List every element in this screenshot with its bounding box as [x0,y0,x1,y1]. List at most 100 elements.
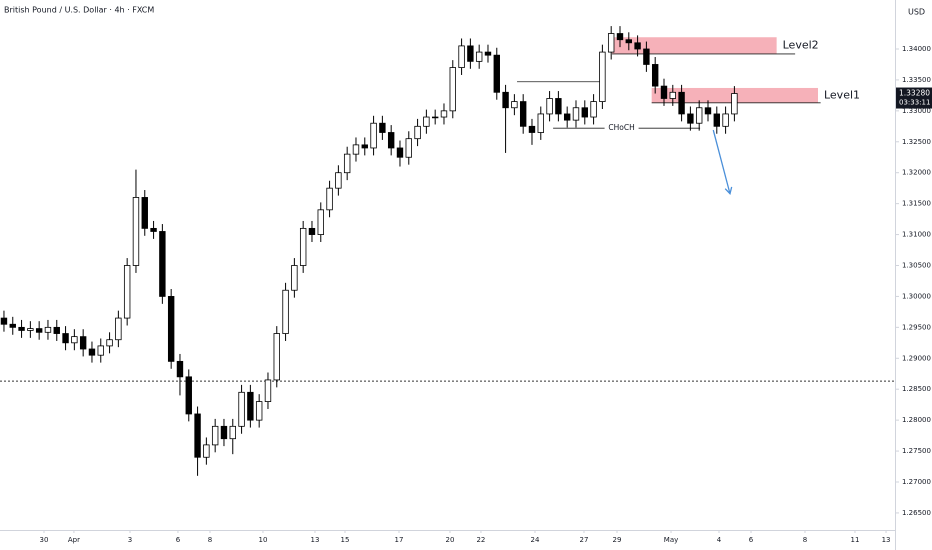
candle-body [264,379,272,402]
x-tick-label: 20 [446,536,455,544]
x-tick-label: 13 [882,536,891,544]
label-background [604,123,639,134]
candle-body [335,172,342,189]
candle-body [414,125,421,140]
candle-body [53,326,60,334]
candle-body [555,98,562,115]
currency-label: USD [908,8,925,17]
candle-body [44,326,52,333]
candle-body [229,425,236,440]
y-tick-label: 1.27000 [902,478,931,486]
candle-body [423,116,430,127]
candle-body [687,113,694,124]
candle-body [220,425,228,440]
candle-body [9,323,16,328]
y-tick-label: 1.27500 [902,447,931,455]
candle-body [546,98,553,115]
candle-body [660,85,668,99]
y-tick-label: 1.30000 [902,292,931,300]
y-tick-label: 1.32500 [902,138,931,146]
x-tick-label: 13 [311,536,320,544]
candle-body [150,227,157,232]
x-tick-label: 4 [717,536,722,544]
last-price-label: 1.33280 [899,89,930,98]
zone-label: Level2 [783,39,819,52]
candle-body [352,144,360,155]
candle-body [273,333,280,381]
candle-body [238,391,245,427]
candle-body [255,401,263,421]
y-tick-label: 1.32000 [902,169,931,177]
y-tick-label: 1.26500 [902,509,931,517]
candle-body [634,42,641,50]
x-tick-label: 29 [613,536,622,544]
candle-body [132,197,140,266]
candle-body [361,144,368,149]
candle-body [678,91,685,115]
arrow [712,129,731,194]
x-tick-label: Apr [68,536,80,544]
candle-body [97,345,104,356]
candle-body [484,51,492,56]
candle-body [625,39,632,44]
candle-body [282,289,289,334]
zone [612,37,777,54]
candle-body [493,54,500,93]
y-tick-label: 1.33500 [902,76,931,84]
candle-body [176,360,184,378]
x-tick-label: 15 [341,536,350,544]
candle-body [370,122,377,149]
candle-body [123,265,131,319]
candle-body [27,328,34,331]
y-tick-label: 1.31000 [902,231,931,239]
candle-body [519,101,527,127]
y-tick-label: 1.29500 [902,323,931,331]
candle-body [291,265,298,291]
candle-body [643,48,650,65]
chart-title: British Pound / U.S. Dollar · 4h · FXCM [4,6,154,15]
candle-body [581,107,588,118]
last-price-box [896,87,932,109]
y-tick-label: 1.28500 [902,385,931,393]
candle-body [695,107,703,124]
structure-label: CHoCH [608,123,634,132]
candle-body [449,67,456,112]
candle-body [528,125,536,133]
candle-body [616,33,624,41]
candle-body [211,425,219,446]
y-tick-label: 1.34000 [902,45,931,53]
candle-body [35,328,43,333]
candle-body [475,51,483,62]
countdown-label: 03:33:11 [899,99,930,107]
x-tick-label: 24 [531,536,540,544]
candle-body [185,376,192,415]
x-tick-label: 6 [176,536,181,544]
candle-body [537,113,544,133]
candle-body [467,45,474,62]
candle-body [440,110,448,118]
candle-body [79,336,87,350]
x-tick-label: 22 [476,536,485,544]
candle-body [458,45,465,68]
candle-body [713,113,720,127]
candle-body [669,91,676,99]
candle-body [343,153,351,174]
candle-body [167,296,175,362]
y-tick-label: 1.28000 [902,416,931,424]
candle-body [511,101,518,109]
x-tick-label: 27 [580,536,589,544]
candle-body [396,147,404,158]
candle-body [106,339,113,347]
x-tick-label: 17 [395,536,404,544]
candle-body [572,107,580,121]
y-tick-label: 1.29000 [902,354,931,362]
candle-body [431,116,439,119]
candle-body [247,391,254,421]
candle-body [590,101,597,118]
candle-body [722,113,729,127]
x-tick-label: May [664,536,678,544]
candle-body [18,326,25,331]
candle-body [203,444,210,458]
